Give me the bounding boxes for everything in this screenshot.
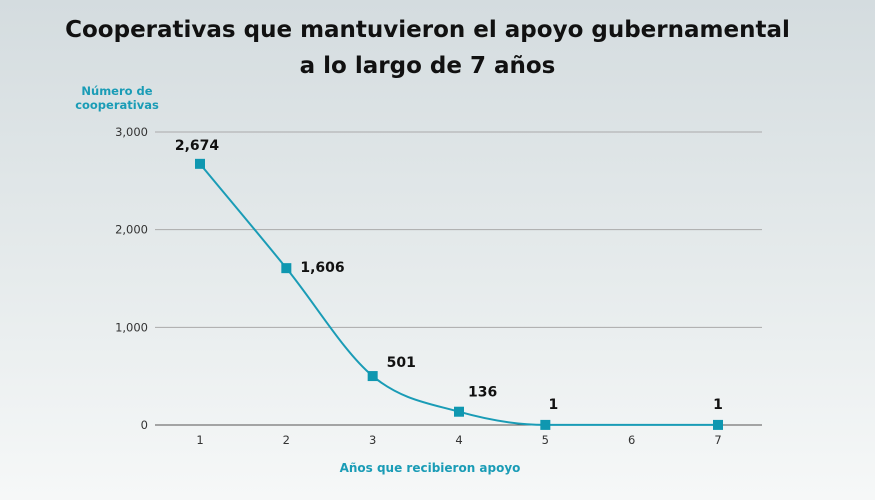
x-tick-label: 5 (542, 433, 549, 447)
y-tick-label: 3,000 (115, 125, 148, 139)
data-label: 136 (468, 385, 497, 401)
y-axis-label: Número de cooperativas (62, 84, 172, 112)
x-tick-label: 7 (714, 433, 721, 447)
x-tick-label: 3 (369, 433, 376, 447)
data-point-marker (540, 419, 551, 430)
data-label: 501 (387, 355, 416, 371)
data-label: 1 (548, 397, 558, 413)
data-point-marker (195, 158, 205, 169)
data-point-marker (367, 371, 378, 382)
x-tick-label: 6 (628, 433, 635, 447)
data-point-marker (454, 406, 464, 417)
data-label: 1,606 (300, 260, 344, 276)
x-tick-label: 4 (455, 433, 462, 447)
y-axis-label-line1: Número de (81, 84, 153, 98)
y-tick-label: 0 (141, 418, 148, 432)
y-tick-label: 1,000 (115, 320, 148, 334)
series-line (199, 163, 718, 426)
y-tick-label: 2,000 (115, 223, 148, 237)
chart-title-line1: Cooperativas que mantuvieron el apoyo gu… (65, 17, 790, 43)
x-tick-label: 2 (283, 433, 290, 447)
data-point-marker (281, 263, 292, 274)
x-axis-label: Años que recibieron apoyo (339, 461, 521, 475)
y-axis-label-line2: cooperativas (75, 98, 159, 112)
chart-title: Cooperativas que mantuvieron el apoyo gu… (0, 12, 855, 84)
data-point-marker (713, 419, 723, 430)
data-label: 2,674 (175, 138, 220, 154)
data-label: 1 (713, 397, 723, 413)
x-tick-label: 1 (196, 433, 203, 447)
chart-title-line2: a lo largo de 7 años (299, 53, 556, 79)
